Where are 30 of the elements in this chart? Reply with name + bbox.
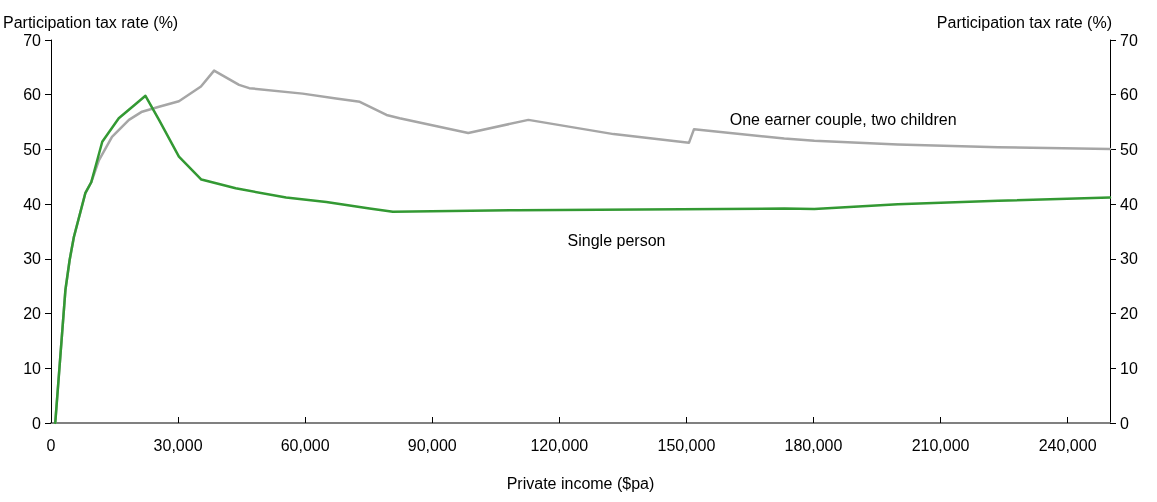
x-tick-label: 30,000 xyxy=(153,436,203,454)
x-tick-label: 60,000 xyxy=(280,436,330,454)
y2-axis-title: Participation tax rate (%) xyxy=(936,13,1112,31)
x-tick-label: 120,000 xyxy=(530,436,589,454)
y-tick-label: 60 xyxy=(23,86,42,104)
y-tick-label: 20 xyxy=(23,305,42,323)
y-tick-label: 10 xyxy=(23,359,42,377)
y2-tick-label: 10 xyxy=(1120,359,1138,377)
y2-tick-label: 40 xyxy=(1120,195,1138,213)
x-tick-label: 240,000 xyxy=(1038,436,1097,454)
y2-tick-label: 20 xyxy=(1120,305,1138,323)
x-tick-label: 180,000 xyxy=(784,436,843,454)
y2-tick-label: 0 xyxy=(1120,414,1129,432)
y2-tick-label: 60 xyxy=(1120,86,1138,104)
y-axis-title: Participation tax rate (%) xyxy=(3,13,179,31)
y2-tick-label: 50 xyxy=(1120,140,1138,158)
y2-tick-label: 30 xyxy=(1120,250,1138,268)
y-tick-label: 30 xyxy=(23,250,42,268)
x-tick-label: 150,000 xyxy=(657,436,716,454)
y2-tick-label: 70 xyxy=(1120,31,1138,49)
x-tick-label: 210,000 xyxy=(911,436,970,454)
series-label: Single person xyxy=(567,231,666,249)
y-tick-label: 70 xyxy=(23,31,42,49)
y-tick-label: 0 xyxy=(32,414,42,432)
x-axis-title: Private income ($pa) xyxy=(506,474,655,492)
x-tick-label: 90,000 xyxy=(407,436,457,454)
y-tick-label: 50 xyxy=(23,140,42,158)
y-tick-label: 40 xyxy=(23,195,42,213)
series-label: One earner couple, two children xyxy=(729,110,957,128)
x-tick-label: 0 xyxy=(46,436,56,454)
